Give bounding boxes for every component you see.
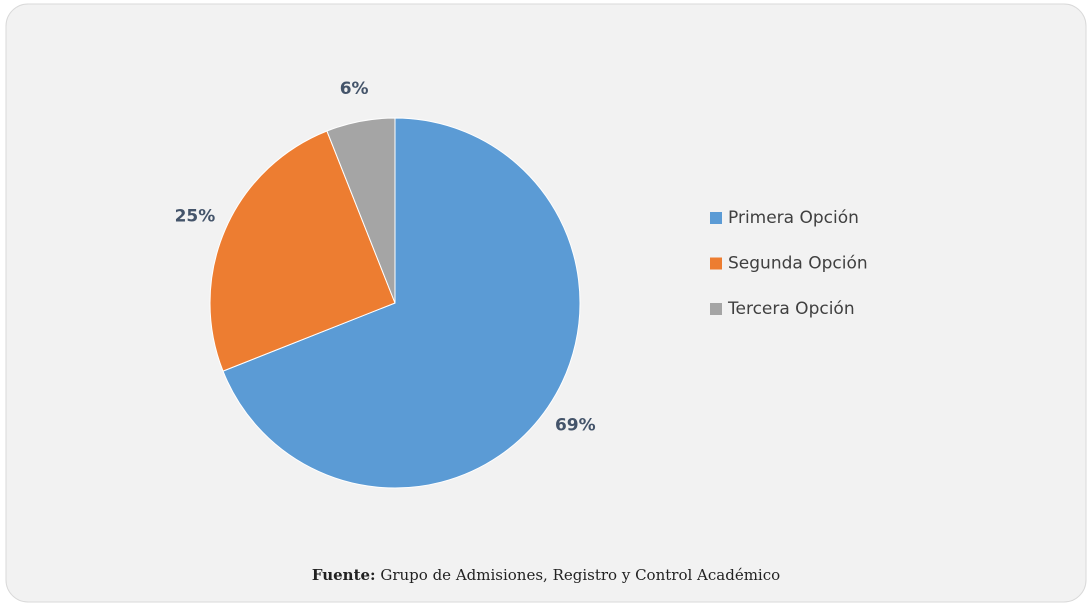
data-label: 69% <box>555 416 596 436</box>
legend-swatch <box>710 257 722 270</box>
legend-label: Primera Opción <box>728 208 859 228</box>
data-label: 6% <box>340 79 369 99</box>
legend-swatch <box>710 212 722 224</box>
legend-label: Tercera Opción <box>727 299 855 319</box>
source-text: Grupo de Admisiones, Registro y Control … <box>380 566 780 584</box>
data-label: 25% <box>175 206 216 226</box>
legend-label: Segunda Opción <box>728 254 868 274</box>
pie-slice <box>326 117 396 304</box>
pie-slice <box>209 130 396 372</box>
pie-slice <box>222 117 581 489</box>
source-label: Fuente: <box>312 566 376 584</box>
source-note: Fuente: Grupo de Admisiones, Registro y … <box>312 566 780 584</box>
legend-swatch <box>710 303 722 315</box>
